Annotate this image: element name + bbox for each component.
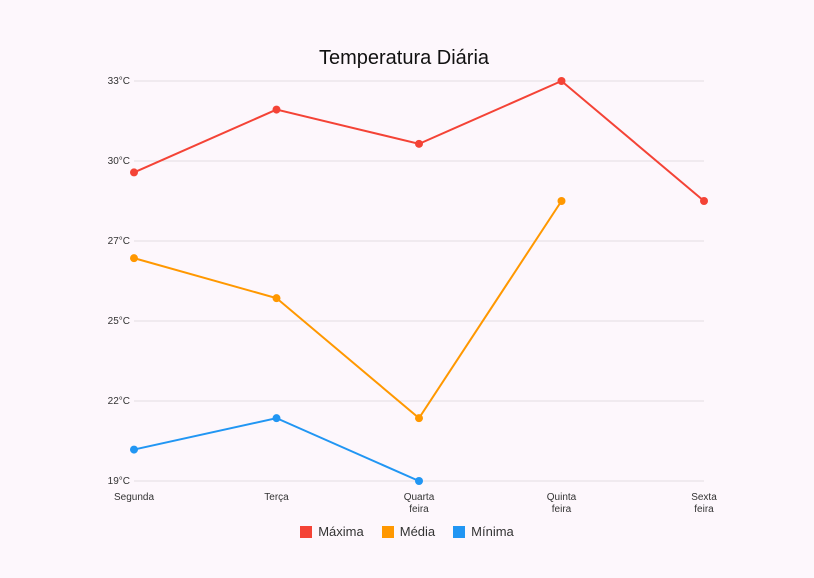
x-tick-label: Segunda <box>114 492 154 503</box>
y-tick-label: 22°C <box>108 396 130 407</box>
x-axis-ticks: Segunda Terça Quarta feira Quinta feira Sexta f… <box>114 492 717 515</box>
y-tick-label: 25°C <box>108 316 130 327</box>
data-point[interactable] <box>415 414 423 423</box>
y-tick-label: 33°C <box>108 76 130 87</box>
data-point[interactable] <box>272 105 281 114</box>
data-point[interactable] <box>557 197 566 205</box>
x-tick-label: Quarta feira <box>404 492 435 515</box>
y-axis-ticks: 19°C 22°C 25°C 27°C 30°C 33°C <box>108 76 130 487</box>
x-tick-label: Quinta feira <box>547 492 577 515</box>
legend-item[interactable]: Média <box>381 524 436 539</box>
x-tick-label: Terça <box>264 492 289 503</box>
grid <box>134 80 704 482</box>
legend-label: Máxima <box>318 524 364 539</box>
data-point[interactable] <box>415 477 423 485</box>
x-tick-label: Sexta feira <box>691 492 717 515</box>
legend-label: Média <box>399 524 436 539</box>
data-point[interactable] <box>272 414 281 423</box>
legend-item[interactable]: Mínima <box>453 524 514 539</box>
data-point[interactable] <box>130 254 138 263</box>
data-point[interactable] <box>557 77 566 85</box>
y-tick-label: 27°C <box>108 236 130 247</box>
chart-title: Temperatura Diária <box>319 47 490 69</box>
data-point[interactable] <box>130 445 138 454</box>
series-line <box>133 200 563 420</box>
data-point[interactable] <box>130 168 138 177</box>
legend-swatch <box>381 525 394 538</box>
legend-label: Mínima <box>471 524 514 539</box>
series-line <box>133 417 420 482</box>
series-layer <box>130 77 708 485</box>
y-tick-label: 30°C <box>108 156 130 167</box>
legend-swatch <box>453 525 466 538</box>
y-tick-label: 19°C <box>108 476 130 487</box>
legend: Máxima Média Mínima <box>0 524 814 539</box>
data-point[interactable] <box>700 197 708 205</box>
legend-swatch <box>300 525 313 538</box>
data-point[interactable] <box>272 294 281 303</box>
legend-item[interactable]: Máxima <box>300 524 364 539</box>
data-point[interactable] <box>415 139 423 148</box>
